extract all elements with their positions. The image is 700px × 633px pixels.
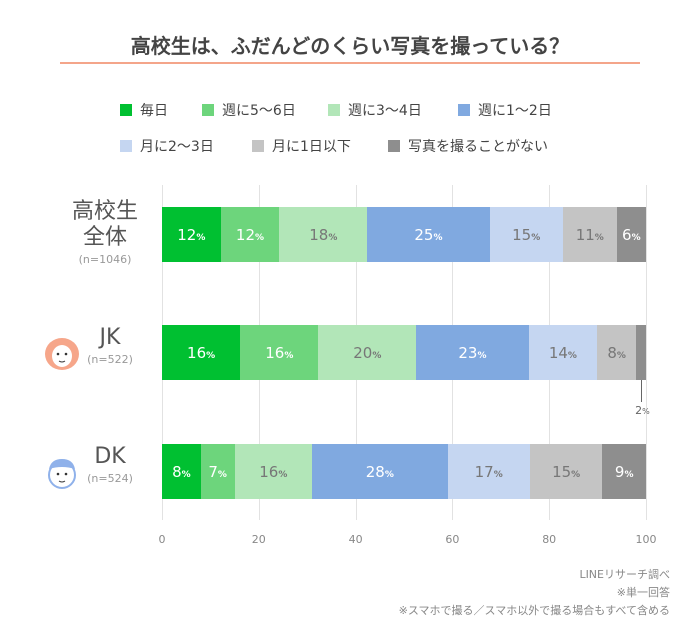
legend-label: 週に3〜4日: [348, 103, 422, 119]
category-label: JK (n=522): [80, 325, 140, 366]
sample-size: (n=524): [87, 472, 133, 485]
source-note: LINEリサーチ調べ: [579, 568, 670, 581]
bar-segment: 16%: [240, 325, 319, 380]
data-label: 16%: [265, 343, 294, 362]
data-label: 28%: [365, 462, 394, 481]
x-tick-label: 40: [348, 533, 363, 546]
legend-swatch: [458, 104, 470, 116]
legend-item: 月に1日以下: [252, 136, 351, 156]
data-label: 16%: [259, 462, 288, 481]
x-tick-label: 80: [542, 533, 557, 546]
x-tick-label: 60: [445, 533, 460, 546]
bar-segment: 20%: [318, 325, 417, 380]
data-label: 25%: [414, 225, 443, 244]
bar-segment: [636, 325, 646, 380]
data-label: 17%: [474, 462, 503, 481]
legend-item: 週に3〜4日: [328, 100, 422, 120]
data-label: 15%: [512, 225, 541, 244]
legend-swatch: [120, 140, 132, 152]
x-tick-label: 20: [251, 533, 266, 546]
girl-face-icon: [44, 336, 80, 372]
scope-note: ※スマホで撮る／スマホ以外で撮る場合もすべて含める: [398, 604, 670, 617]
bar-segment: 8%: [597, 325, 637, 380]
bar-segment: 15%: [529, 444, 603, 499]
data-label: 14%: [548, 343, 577, 362]
bar-segment: 7%: [200, 444, 235, 499]
legend-swatch: [388, 140, 400, 152]
bar-segment: 14%: [528, 325, 598, 380]
legend-item: 毎日: [120, 100, 168, 120]
data-label: 23%: [458, 343, 487, 362]
callout-line: [641, 380, 643, 402]
bar-segment: 11%: [562, 207, 617, 262]
legend-label: 月に2〜3日: [140, 139, 214, 155]
data-label: 8%: [172, 462, 191, 481]
legend-item: 写真を撮ることがない: [388, 136, 548, 156]
bar-segment: 9%: [602, 444, 646, 499]
bar-segment: 8%: [162, 444, 201, 499]
legend-swatch: [328, 104, 340, 116]
bar-segment: 16%: [162, 325, 241, 380]
category-name: 全体: [82, 225, 127, 250]
sample-size: (n=522): [87, 353, 133, 366]
bar-segment: 6%: [616, 207, 646, 262]
data-label: 11%: [575, 225, 604, 244]
data-label: 6%: [622, 225, 641, 244]
data-label: 12%: [177, 225, 206, 244]
bar-segment: 16%: [234, 444, 313, 499]
legend-swatch: [252, 140, 264, 152]
bar-segment: 15%: [489, 207, 563, 262]
category-name: JK: [99, 325, 121, 350]
legend-label: 写真を撮ることがない: [408, 139, 548, 155]
category-name: 高校生: [71, 199, 138, 224]
legend-label: 週に5〜6日: [222, 103, 296, 119]
data-label: 18%: [309, 225, 338, 244]
data-label: 20%: [353, 343, 382, 362]
legend-label: 毎日: [140, 103, 168, 119]
gridline: [646, 185, 647, 520]
data-label: 8%: [607, 343, 626, 362]
chart-title: 高校生は、ふだんどのくらい写真を撮っている？: [130, 34, 570, 58]
boy-face-icon: [44, 455, 80, 491]
data-label: 7%: [208, 462, 227, 481]
data-label: 12%: [235, 225, 265, 244]
category-label: DK (n=524): [80, 444, 140, 485]
data-label: 15%: [552, 462, 581, 481]
title-underline: [60, 62, 640, 64]
bar-segment: 23%: [416, 325, 529, 380]
bar-segment: 18%: [279, 207, 368, 262]
answer-note: ※単一回答: [616, 586, 670, 599]
sample-size: (n=1046): [78, 253, 132, 266]
legend-label: 週に1〜2日: [478, 103, 552, 119]
legend-item: 週に1〜2日: [458, 100, 552, 120]
bar-segment: 25%: [367, 207, 490, 262]
bar-segment: 28%: [312, 444, 448, 499]
bar-segment: 12%: [162, 207, 221, 262]
data-label: 9%: [614, 462, 634, 481]
legend-item: 月に2〜3日: [120, 136, 214, 156]
legend-swatch: [120, 104, 132, 116]
category-name: DK: [94, 444, 126, 469]
legend-item: 週に5〜6日: [202, 100, 296, 120]
x-tick-label: 100: [635, 533, 657, 546]
x-tick-label: 0: [158, 533, 166, 546]
data-label: 2%: [635, 404, 650, 417]
bar-segment: 12%: [220, 207, 280, 262]
data-label: 16%: [187, 343, 216, 362]
legend-label: 月に1日以下: [272, 139, 351, 155]
bar-segment: 17%: [447, 444, 530, 499]
legend-swatch: [202, 104, 214, 116]
category-label: 高校生 全体 (n=1046): [60, 199, 150, 266]
